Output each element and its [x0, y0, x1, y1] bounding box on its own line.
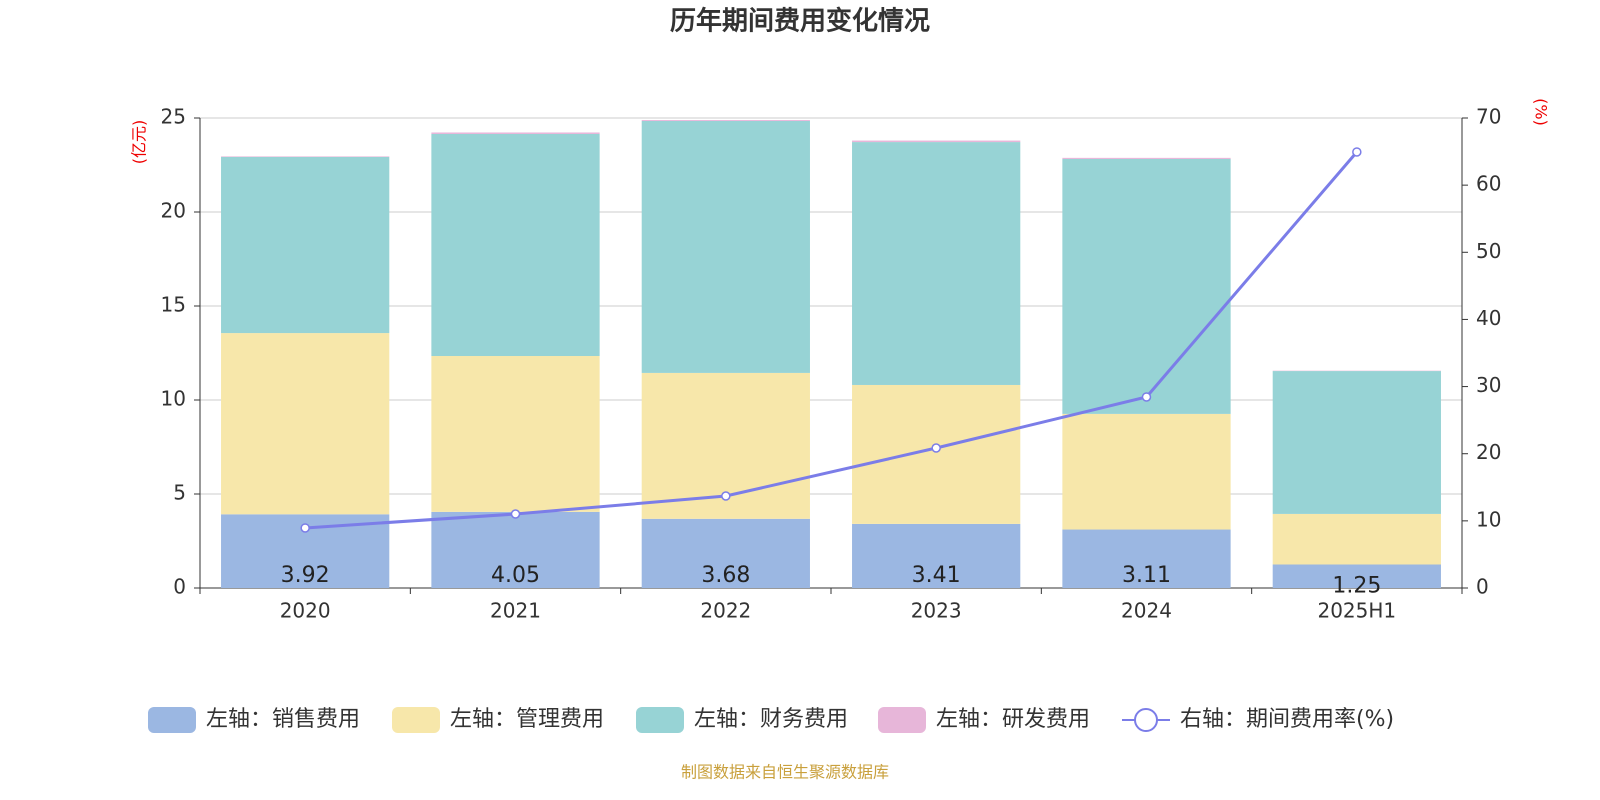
x-tick-label: 2020: [280, 599, 331, 623]
bar-segment: [221, 156, 390, 334]
y2-tick-label: 60: [1476, 172, 1501, 196]
legend-label: 左轴：财务费用: [694, 707, 848, 732]
x-tick-label: 2021: [490, 599, 541, 623]
line-point: [1141, 392, 1152, 402]
bar-segment: [221, 156, 390, 157]
line: [305, 150, 1358, 530]
y2-tick-label: 50: [1476, 239, 1501, 263]
source-note: 制图数据来自恒生聚源数据库: [681, 763, 889, 782]
bar-segment: [1272, 513, 1441, 565]
y-tick-label: 25: [161, 105, 186, 129]
data-label: 3.11: [1122, 563, 1171, 588]
y-tick-label: 15: [161, 293, 186, 317]
data-label: 3.92: [281, 563, 330, 588]
x-tick-label: 2024: [1121, 599, 1172, 623]
legend-swatch: [878, 707, 926, 733]
legend-swatch: [636, 707, 684, 733]
bar-segment: [1062, 413, 1231, 530]
legend-swatch: [392, 707, 440, 733]
y-tick-label: 10: [161, 387, 186, 411]
bar-segment: [1062, 158, 1231, 414]
line-point: [510, 509, 521, 519]
legend-label: 左轴：研发费用: [936, 707, 1090, 732]
bar-segment: [641, 120, 810, 122]
bar-segment: [431, 132, 600, 134]
x-tick-label: 2023: [911, 599, 962, 623]
bar-segment: [852, 384, 1021, 524]
y2-tick-label: 30: [1476, 373, 1501, 397]
y2-tick-label: 40: [1476, 306, 1501, 330]
bar-segment: [431, 133, 600, 357]
line-point: [1352, 147, 1362, 157]
chart-title: 历年期间费用变化情况: [670, 6, 930, 37]
line-point: [721, 491, 731, 501]
y2-tick-label: 20: [1476, 440, 1501, 464]
line-point: [300, 523, 310, 533]
bar-segment: [1062, 529, 1231, 588]
legend-label: 左轴：销售费用: [206, 707, 360, 732]
bar-segment: [641, 518, 810, 588]
y2-tick-label: 10: [1476, 507, 1501, 531]
data-label: 1.25: [1332, 573, 1381, 598]
x-tick-label: 2022: [700, 599, 751, 623]
y-tick-label: 20: [161, 199, 186, 223]
data-label: 3.41: [912, 563, 961, 588]
legend-label: 左轴：管理费用: [450, 707, 604, 732]
bar-segment: [852, 142, 1021, 385]
line-point: [931, 443, 941, 453]
legend-swatch: [148, 707, 196, 733]
legend-label: 右轴：期间费用率(%): [1180, 707, 1394, 732]
data-label: 3.68: [701, 563, 750, 588]
y2-tick-label: 70: [1476, 105, 1501, 129]
x-tick-label: 2025H1: [1317, 599, 1396, 623]
bar-segment: [221, 333, 390, 515]
y2-tick-label: 0: [1476, 575, 1489, 599]
bar-segment: [1272, 371, 1441, 514]
y-tick-label: 0: [173, 575, 186, 599]
bar-segment: [431, 356, 600, 512]
bar-segment: [431, 511, 600, 588]
data-label: 4.05: [491, 563, 540, 588]
bar-segment: [1062, 157, 1231, 159]
bar-segment: [852, 140, 1021, 143]
y2-axis-label: (%): [1532, 98, 1551, 126]
bar-segment: [852, 523, 1021, 588]
y-axis-label: (亿元): [130, 120, 149, 165]
bar-segment: [1272, 564, 1441, 588]
bar-segment: [641, 121, 810, 373]
y-tick-label: 5: [173, 481, 186, 505]
legend-marker: [1134, 708, 1158, 732]
